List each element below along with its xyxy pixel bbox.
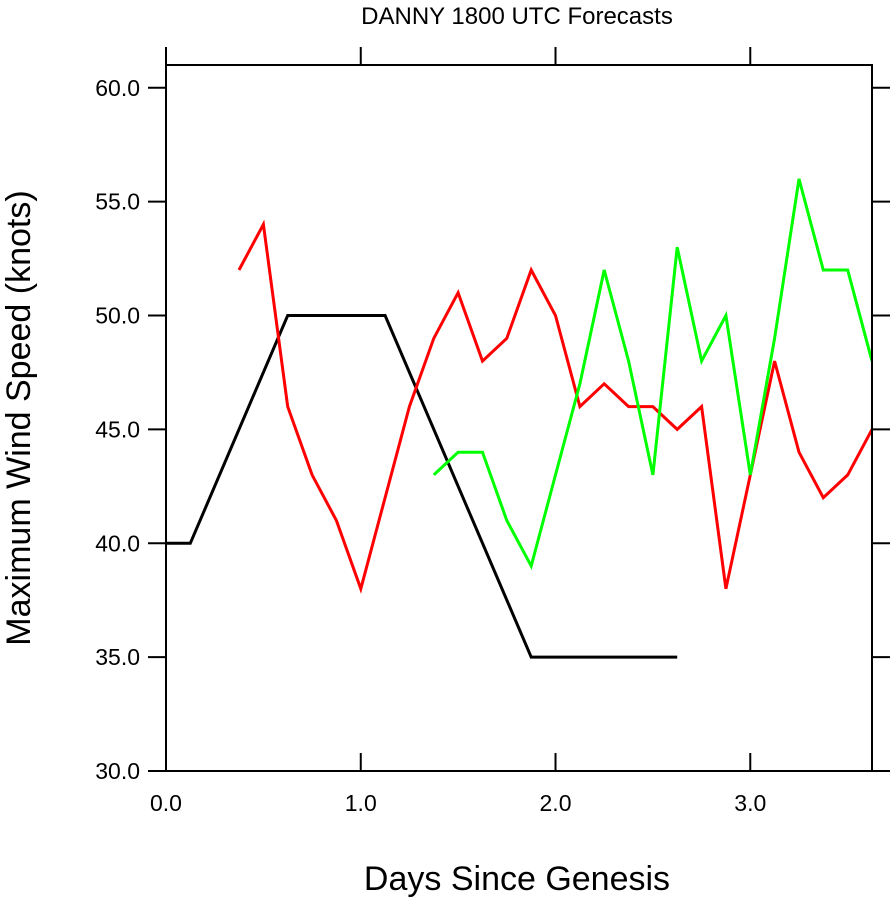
x-tick-label: 3.0 (734, 790, 766, 816)
x-tick-label: 0.0 (150, 790, 182, 816)
y-tick-label: 60.0 (95, 75, 140, 101)
plot-frame (165, 64, 873, 772)
series-line-2 (432, 178, 872, 571)
y-tick-label: 50.0 (95, 303, 140, 329)
tick-labels: 0.0 1.0 2.0 3.0 30.0 35.0 40.0 45.0 50.0 55.0 60.0 (95, 75, 766, 816)
y-tick-label: 35.0 (95, 644, 140, 670)
x-tick-label: 1.0 (345, 790, 377, 816)
x-tick-label: 2.0 (540, 790, 572, 816)
y-tick-label: 40.0 (95, 530, 140, 556)
series-line-0 (166, 314, 678, 659)
x-axis-title: Days Since Genesis (364, 860, 670, 898)
y-tick-label: 30.0 (95, 758, 140, 784)
y-tick-label: 55.0 (95, 189, 140, 215)
series-line-1 (237, 219, 872, 594)
series-layer (166, 178, 872, 659)
chart-title: DANNY 1800 UTC Forecasts (361, 3, 673, 30)
y-tick-label: 45.0 (95, 416, 140, 442)
axis-ticks (148, 47, 890, 772)
y-axis-title: Maximum Wind Speed (knots) (0, 190, 38, 645)
